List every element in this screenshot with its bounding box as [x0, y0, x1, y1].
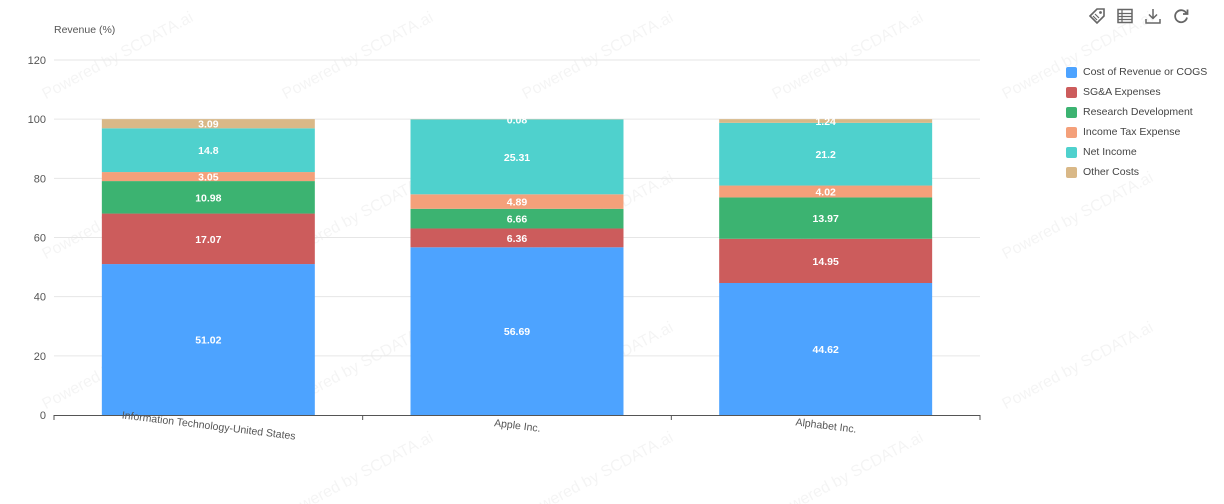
- legend-swatch: [1066, 126, 1077, 138]
- legend-item[interactable]: Research Development: [1066, 102, 1207, 122]
- y-tick-label: 100: [28, 114, 46, 126]
- watermark-text: Powered by SCDATA.ai: [280, 9, 437, 103]
- y-tick-label: 120: [28, 55, 46, 67]
- legend-swatch: [1066, 86, 1077, 98]
- data-label: 4.89: [507, 197, 528, 209]
- chart-toolbar: [1086, 5, 1192, 27]
- bar-segment: [410, 119, 624, 195]
- legend-label: SG&A Expenses: [1083, 86, 1161, 98]
- legend-label: Research Development: [1083, 106, 1193, 118]
- data-label: 51.02: [195, 335, 221, 347]
- data-label: 13.97: [813, 213, 839, 225]
- bar-segment: [410, 194, 624, 209]
- y-tick-label: 80: [34, 173, 46, 185]
- chart-legend: Cost of Revenue or COGS SG&A Expenses Rese…: [1066, 62, 1207, 182]
- bar-segment: [719, 122, 933, 186]
- legend-item[interactable]: SG&A Expenses: [1066, 82, 1207, 102]
- watermark-text: Powered by SCDATA.ai: [280, 429, 437, 504]
- watermark-text: Powered by SCDATA.ai: [1000, 319, 1157, 413]
- bar-segment: [101, 264, 315, 415]
- data-label: 1.24: [815, 116, 836, 128]
- legend-item[interactable]: Net Income: [1066, 142, 1207, 162]
- data-label: 14.8: [198, 145, 219, 157]
- bar-segment: [719, 197, 933, 239]
- bar-segment: [410, 208, 624, 229]
- x-tick-label: Alphabet Inc.: [795, 416, 857, 435]
- refresh-icon[interactable]: [1170, 5, 1192, 27]
- bar-segment: [101, 128, 315, 173]
- watermark-text: Powered by SCDATA.ai: [770, 429, 927, 504]
- watermark-text: Powered by SCDATA.ai: [1000, 169, 1157, 263]
- y-tick-label: 20: [34, 351, 46, 363]
- legend-swatch: [1066, 66, 1077, 78]
- bar-segment: [101, 213, 315, 265]
- data-label: 6.36: [507, 233, 528, 245]
- bar-segment: [719, 119, 933, 123]
- legend-item[interactable]: Other Costs: [1066, 162, 1207, 182]
- y-tick-label: 0: [40, 410, 46, 422]
- legend-swatch: [1066, 166, 1077, 178]
- bar-segment: [410, 247, 624, 415]
- bar-segment: [719, 282, 933, 415]
- y-axis-label: Revenue (%): [54, 24, 115, 36]
- bar-segment: [719, 185, 933, 198]
- data-label: 56.69: [504, 326, 530, 338]
- data-label: 0.08: [507, 114, 528, 126]
- bar-segment: [101, 181, 315, 214]
- data-label: 14.95: [813, 256, 839, 268]
- data-label: 44.62: [813, 344, 839, 356]
- data-label: 10.98: [195, 192, 221, 204]
- tag-icon[interactable]: [1086, 5, 1108, 27]
- watermark-text: Powered by SCDATA.ai: [520, 9, 677, 103]
- data-table-icon[interactable]: [1114, 5, 1136, 27]
- bar-segment: [410, 228, 624, 248]
- y-tick-label: 60: [34, 233, 46, 245]
- data-label: 17.07: [195, 234, 221, 246]
- watermark-text: Powered by SCDATA.ai: [520, 429, 677, 504]
- y-tick-label: 40: [34, 292, 46, 304]
- legend-label: Net Income: [1083, 146, 1137, 158]
- x-tick-label: Apple Inc.: [493, 417, 541, 435]
- bar-segment: [101, 172, 315, 182]
- legend-swatch: [1066, 146, 1077, 158]
- bar-segment: [719, 238, 933, 283]
- legend-item[interactable]: Cost of Revenue or COGS: [1066, 62, 1207, 82]
- legend-label: Other Costs: [1083, 166, 1140, 178]
- download-icon[interactable]: [1142, 5, 1164, 27]
- legend-swatch: [1066, 106, 1077, 118]
- watermark-text: Powered by SCDATA.ai: [770, 9, 927, 103]
- data-label: 3.05: [198, 172, 219, 184]
- legend-label: Income Tax Expense: [1083, 126, 1181, 138]
- legend-label: Cost of Revenue or COGS: [1083, 66, 1208, 78]
- data-label: 21.2: [815, 149, 836, 161]
- data-label: 25.31: [504, 152, 530, 164]
- data-label: 4.02: [815, 186, 836, 198]
- legend-item[interactable]: Income Tax Expense: [1066, 122, 1207, 142]
- data-label: 6.66: [507, 214, 528, 226]
- data-label: 3.09: [198, 119, 219, 131]
- bar-segment: [101, 119, 315, 129]
